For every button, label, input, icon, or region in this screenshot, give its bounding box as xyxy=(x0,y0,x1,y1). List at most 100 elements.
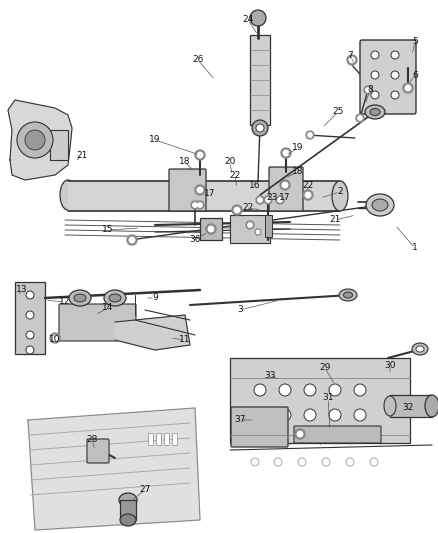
Bar xyxy=(156,433,161,445)
Circle shape xyxy=(371,71,379,79)
Circle shape xyxy=(391,91,399,99)
Circle shape xyxy=(26,311,34,319)
Text: 21: 21 xyxy=(329,215,341,224)
Circle shape xyxy=(295,429,305,439)
Circle shape xyxy=(391,71,399,79)
Circle shape xyxy=(246,221,254,229)
Circle shape xyxy=(346,458,354,466)
Circle shape xyxy=(195,150,205,160)
Ellipse shape xyxy=(60,180,76,210)
Bar xyxy=(68,181,340,211)
Circle shape xyxy=(254,384,266,396)
Circle shape xyxy=(17,122,53,158)
Circle shape xyxy=(364,86,372,94)
Circle shape xyxy=(252,120,268,136)
Ellipse shape xyxy=(425,395,438,417)
Circle shape xyxy=(279,384,291,396)
FancyBboxPatch shape xyxy=(169,169,206,211)
FancyBboxPatch shape xyxy=(59,304,136,341)
Circle shape xyxy=(303,190,313,200)
Circle shape xyxy=(206,224,216,234)
Circle shape xyxy=(329,409,341,421)
Bar xyxy=(148,433,153,445)
Text: 25: 25 xyxy=(332,108,344,117)
Bar xyxy=(250,35,270,125)
Ellipse shape xyxy=(339,289,357,301)
Circle shape xyxy=(264,196,272,204)
Text: 18: 18 xyxy=(292,167,304,176)
FancyBboxPatch shape xyxy=(360,40,416,114)
Circle shape xyxy=(195,185,205,195)
Text: 24: 24 xyxy=(242,15,254,25)
Text: 23: 23 xyxy=(266,193,278,203)
Circle shape xyxy=(354,384,366,396)
Circle shape xyxy=(197,152,203,158)
Circle shape xyxy=(127,235,137,245)
Circle shape xyxy=(234,207,240,213)
Circle shape xyxy=(52,335,58,341)
Text: 12: 12 xyxy=(59,297,71,306)
Circle shape xyxy=(256,230,260,233)
Bar xyxy=(200,218,222,240)
Circle shape xyxy=(305,192,311,198)
Text: 22: 22 xyxy=(302,181,314,190)
Text: 16: 16 xyxy=(249,181,261,190)
Ellipse shape xyxy=(119,493,137,507)
Ellipse shape xyxy=(74,294,86,302)
Bar xyxy=(172,433,177,445)
Polygon shape xyxy=(115,315,190,350)
Ellipse shape xyxy=(384,396,396,416)
Bar xyxy=(230,215,270,243)
Ellipse shape xyxy=(120,514,136,526)
FancyBboxPatch shape xyxy=(231,407,288,447)
Text: 10: 10 xyxy=(49,335,61,344)
Text: 7: 7 xyxy=(347,51,353,60)
Circle shape xyxy=(258,198,262,202)
Circle shape xyxy=(279,409,291,421)
Circle shape xyxy=(322,458,330,466)
Text: 17: 17 xyxy=(279,193,291,203)
Circle shape xyxy=(298,458,306,466)
Text: 1: 1 xyxy=(412,244,418,253)
Circle shape xyxy=(26,331,34,339)
Circle shape xyxy=(304,384,316,396)
Circle shape xyxy=(191,201,199,209)
Text: 2: 2 xyxy=(337,188,343,197)
Circle shape xyxy=(266,198,270,202)
Circle shape xyxy=(278,198,282,202)
Circle shape xyxy=(358,116,362,120)
Circle shape xyxy=(256,124,264,132)
Circle shape xyxy=(248,223,252,227)
Circle shape xyxy=(347,55,357,65)
Ellipse shape xyxy=(365,105,385,119)
Text: 6: 6 xyxy=(412,70,418,79)
Circle shape xyxy=(371,51,379,59)
Circle shape xyxy=(208,226,214,232)
Circle shape xyxy=(250,10,266,26)
Ellipse shape xyxy=(104,290,126,306)
Circle shape xyxy=(356,114,364,122)
Text: 13: 13 xyxy=(16,286,28,295)
Circle shape xyxy=(403,83,413,93)
Bar xyxy=(15,282,45,354)
Bar xyxy=(390,395,432,417)
Circle shape xyxy=(26,346,34,354)
FancyBboxPatch shape xyxy=(294,426,381,443)
Text: 22: 22 xyxy=(230,171,240,180)
Circle shape xyxy=(129,237,135,243)
Text: 19: 19 xyxy=(292,143,304,152)
Text: 18: 18 xyxy=(179,157,191,166)
Circle shape xyxy=(254,409,266,421)
Ellipse shape xyxy=(372,199,388,211)
Circle shape xyxy=(282,182,288,188)
Circle shape xyxy=(274,458,282,466)
Circle shape xyxy=(255,229,261,235)
Text: 32: 32 xyxy=(403,403,413,413)
Circle shape xyxy=(232,205,242,215)
Text: 28: 28 xyxy=(86,435,98,445)
Circle shape xyxy=(276,196,284,204)
Circle shape xyxy=(283,150,289,156)
Circle shape xyxy=(304,409,316,421)
Text: 30: 30 xyxy=(384,360,396,369)
Ellipse shape xyxy=(416,346,424,352)
